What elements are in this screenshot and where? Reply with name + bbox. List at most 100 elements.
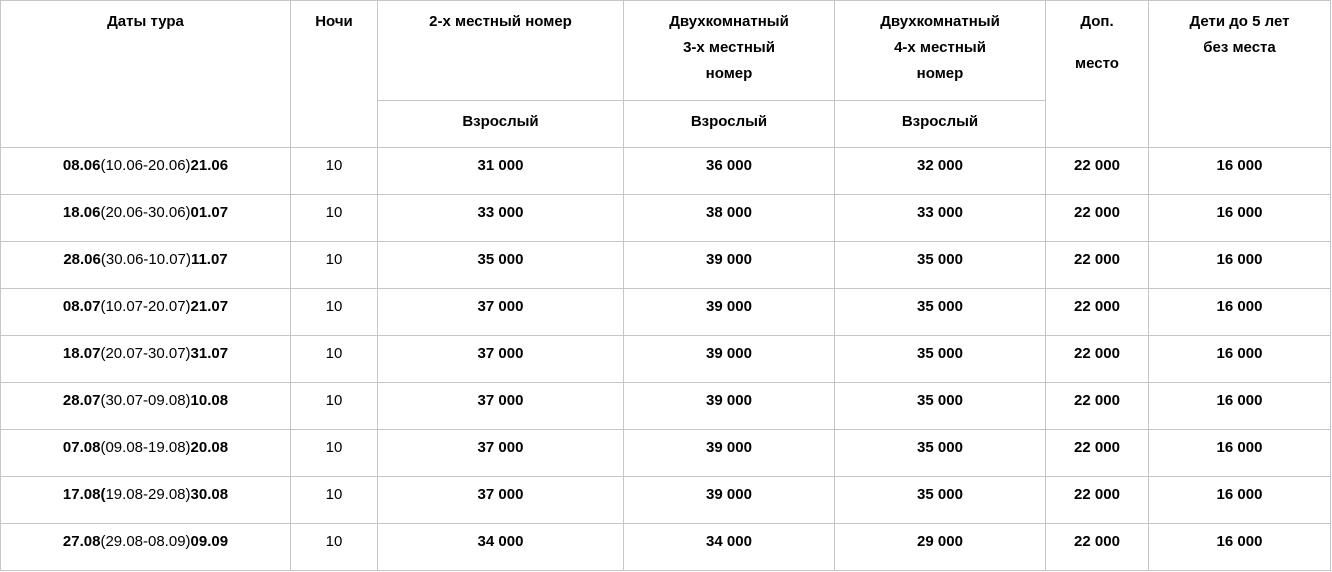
cell-double: 37 000 <box>377 288 624 336</box>
date-range: (30.07-09.08) <box>100 392 191 409</box>
cell-triple: 39 000 <box>623 429 835 477</box>
cell-dates: 28.06(30.06-10.07)11.07 <box>0 241 291 289</box>
header-triple: Двухкомнатный 3-х местный номер <box>623 0 835 101</box>
cell-dates: 28.07(30.07-09.08)10.08 <box>0 382 291 430</box>
header-quad: Двухкомнатный 4-х местный номер <box>834 0 1046 101</box>
date-range: (20.07-30.07) <box>100 345 191 362</box>
header-nights-label: Ночи <box>315 13 353 30</box>
cell-kids: 16 000 <box>1148 476 1331 524</box>
cell-extra: 22 000 <box>1045 429 1149 477</box>
cell-quad: 29 000 <box>834 523 1046 571</box>
date-start: 28.07 <box>62 392 101 409</box>
cell-kids: 16 000 <box>1148 147 1331 195</box>
date-start: 08.07 <box>62 298 101 315</box>
date-range: (10.07-20.07) <box>100 298 191 315</box>
header-line: номер <box>705 65 753 82</box>
cell-quad: 33 000 <box>834 194 1046 242</box>
cell-extra: 22 000 <box>1045 335 1149 383</box>
cell-triple: 36 000 <box>623 147 835 195</box>
table-row: 08.07(10.07-20.07)21.07 10 37 000 39 000… <box>0 288 1331 336</box>
date-end: 31.07 <box>190 345 229 362</box>
subheader-adult: Взрослый <box>623 100 835 148</box>
cell-nights: 10 <box>290 382 378 430</box>
cell-nights: 10 <box>290 523 378 571</box>
header-kids: Дети до 5 лет без места <box>1148 0 1331 148</box>
cell-triple: 34 000 <box>623 523 835 571</box>
table-row: 28.07(30.07-09.08)10.08 10 37 000 39 000… <box>0 382 1331 430</box>
header-line: номер <box>916 65 964 82</box>
date-start: 18.07 <box>62 345 101 362</box>
header-line: 4-х местный <box>894 39 986 56</box>
header-row: Даты тура Ночи 2-х местный номер Двухком… <box>0 0 1331 148</box>
cell-quad: 35 000 <box>834 288 1046 336</box>
cell-kids: 16 000 <box>1148 429 1331 477</box>
header-dates: Даты тура <box>0 0 291 148</box>
cell-nights: 10 <box>290 147 378 195</box>
cell-dates: 08.07(10.07-20.07)21.07 <box>0 288 291 336</box>
date-start: 08.06 <box>62 157 101 174</box>
cell-double: 31 000 <box>377 147 624 195</box>
cell-quad: 35 000 <box>834 335 1046 383</box>
date-end: 09.09 <box>190 533 229 550</box>
date-end: 10.08 <box>190 392 229 409</box>
header-line: Дети до 5 лет <box>1189 13 1290 30</box>
date-end: 21.07 <box>190 298 229 315</box>
header-dates-label: Даты тура <box>107 13 184 30</box>
header-double-label: 2-х местный номер <box>429 13 572 30</box>
subheader-adult: Взрослый <box>834 100 1046 148</box>
cell-nights: 10 <box>290 288 378 336</box>
header-line: без места <box>1203 39 1276 56</box>
cell-extra: 22 000 <box>1045 288 1149 336</box>
date-end: 11.07 <box>190 251 228 268</box>
cell-kids: 16 000 <box>1148 194 1331 242</box>
date-start: 18.06 <box>62 204 101 221</box>
table-row: 07.08(09.08-19.08)20.08 10 37 000 39 000… <box>0 429 1331 477</box>
cell-kids: 16 000 <box>1148 241 1331 289</box>
cell-kids: 16 000 <box>1148 523 1331 571</box>
date-end: 20.08 <box>190 439 229 456</box>
cell-double: 37 000 <box>377 335 624 383</box>
cell-kids: 16 000 <box>1148 288 1331 336</box>
date-range: (29.08-08.09) <box>100 533 191 550</box>
table-row: 28.06(30.06-10.07)11.07 10 35 000 39 000… <box>0 241 1331 289</box>
cell-extra: 22 000 <box>1045 382 1149 430</box>
cell-double: 34 000 <box>377 523 624 571</box>
cell-triple: 39 000 <box>623 241 835 289</box>
date-range: (30.06-10.07) <box>100 251 191 268</box>
cell-quad: 32 000 <box>834 147 1046 195</box>
cell-quad: 35 000 <box>834 382 1046 430</box>
cell-extra: 22 000 <box>1045 241 1149 289</box>
cell-double: 37 000 <box>377 476 624 524</box>
header-extra: Доп. место <box>1045 0 1149 148</box>
date-end: 01.07 <box>190 204 229 221</box>
header-line: Доп. <box>1080 13 1114 30</box>
cell-nights: 10 <box>290 241 378 289</box>
cell-extra: 22 000 <box>1045 523 1149 571</box>
subheader-row: Взрослый Взрослый Взрослый <box>1 100 1331 148</box>
cell-dates: 08.06(10.06-20.06)21.06 <box>0 147 291 195</box>
cell-dates: 18.07(20.07-30.07)31.07 <box>0 335 291 383</box>
cell-double: 35 000 <box>377 241 624 289</box>
cell-extra: 22 000 <box>1045 194 1149 242</box>
cell-nights: 10 <box>290 429 378 477</box>
cell-kids: 16 000 <box>1148 335 1331 383</box>
cell-quad: 35 000 <box>834 476 1046 524</box>
header-double: 2-х местный номер <box>377 0 624 101</box>
cell-extra: 22 000 <box>1045 476 1149 524</box>
cell-triple: 39 000 <box>623 288 835 336</box>
date-end: 21.06 <box>190 157 229 174</box>
cell-dates: 07.08(09.08-19.08)20.08 <box>0 429 291 477</box>
date-start: 07.08 <box>62 439 101 456</box>
cell-extra: 22 000 <box>1045 147 1149 195</box>
header-line: Двухкомнатный <box>880 13 1000 30</box>
cell-dates: 18.06(20.06-30.06)01.07 <box>0 194 291 242</box>
table-row: 27.08(29.08-08.09)09.09 10 34 000 34 000… <box>0 523 1331 571</box>
header-line: место <box>1075 55 1119 72</box>
date-range: 19.08-29.08) <box>105 486 191 503</box>
subheader-adult: Взрослый <box>377 100 624 148</box>
cell-quad: 35 000 <box>834 429 1046 477</box>
table-row: 08.06(10.06-20.06)21.06 10 31 000 36 000… <box>0 147 1331 195</box>
cell-quad: 35 000 <box>834 241 1046 289</box>
cell-double: 33 000 <box>377 194 624 242</box>
